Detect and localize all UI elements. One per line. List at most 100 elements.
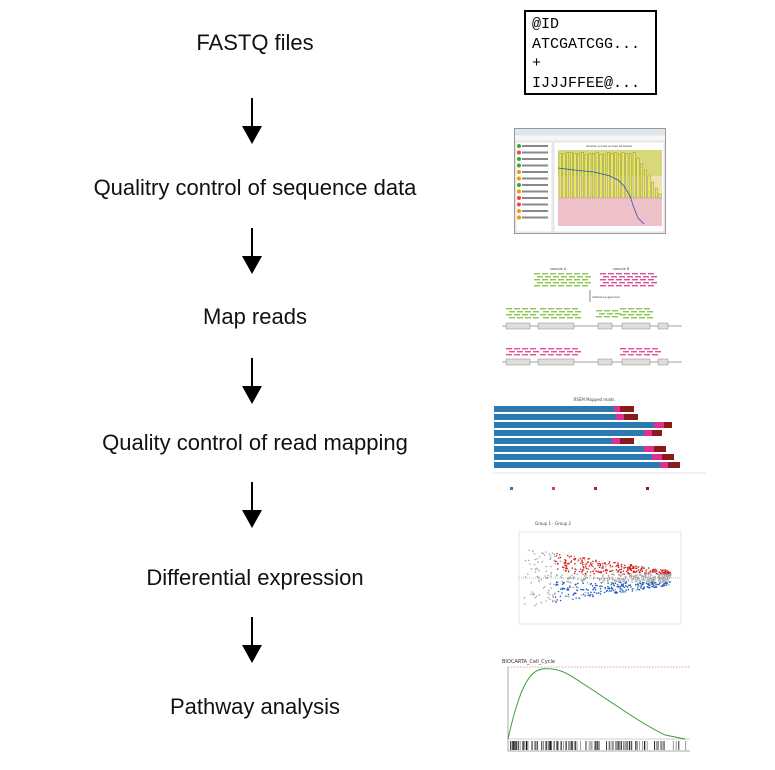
gene-point (642, 578, 645, 580)
gene-point (536, 568, 539, 571)
gene-point (667, 579, 669, 582)
read-segment (628, 354, 634, 356)
read-segment (564, 354, 570, 356)
quality-boxplot (658, 193, 662, 199)
gene-point (636, 583, 638, 585)
gene-point (602, 567, 604, 569)
sidebar-line (522, 177, 548, 180)
gene-point (599, 588, 602, 590)
bar-mapped-unique (494, 446, 644, 452)
gene-point (601, 567, 603, 569)
gene-point (635, 565, 637, 567)
read-segment (561, 282, 567, 284)
gene-point (589, 571, 592, 573)
gene-point (638, 578, 641, 580)
gene-point (590, 563, 593, 566)
gene-point (602, 576, 604, 578)
gene-point (668, 577, 670, 580)
bar-unmapped (652, 430, 662, 436)
gene-point (633, 570, 636, 573)
status-icon (517, 202, 521, 207)
gene-point (637, 569, 640, 571)
read-segment (522, 308, 528, 310)
read-segment (551, 311, 557, 313)
gene-point (613, 578, 616, 581)
gene-point (635, 574, 637, 577)
gene-point (661, 585, 664, 587)
gene-point (573, 559, 576, 561)
step-label-sequence-qc: Qualitry control of sequence data (93, 175, 417, 200)
gene-point (544, 586, 546, 588)
bar-mapped-unique (494, 462, 660, 468)
read-segment (616, 279, 622, 281)
gene-point (669, 576, 671, 578)
quality-boxplot (599, 154, 603, 199)
gene-point (622, 585, 625, 588)
gene-point (573, 572, 576, 575)
gene-point (639, 569, 642, 572)
gene-point (622, 570, 625, 573)
gene-point (540, 601, 543, 604)
gene-point (582, 569, 585, 572)
read-segment (564, 314, 570, 316)
read-segment (509, 317, 515, 319)
bar-mapped-unique (494, 414, 616, 420)
gene-block (597, 358, 613, 366)
status-icon (517, 215, 521, 220)
gene-point (623, 567, 625, 569)
read-segment (533, 311, 539, 313)
read-segment (624, 273, 630, 275)
gene-point (610, 590, 613, 592)
gene-point (586, 581, 589, 584)
quality-boxplot (621, 152, 625, 199)
read-segment (533, 351, 539, 353)
gene-point (650, 581, 653, 584)
gene-point (588, 565, 591, 567)
gene-point (574, 570, 576, 573)
read-segment (551, 351, 557, 353)
read-segment (600, 285, 606, 287)
quality-boxplot (636, 157, 640, 199)
gene-point (615, 591, 617, 593)
gsea-title: BIOCARTA_Cell_Cycle (502, 659, 555, 665)
gene-point (631, 579, 633, 581)
read-segment (628, 314, 634, 316)
gene-point (523, 596, 526, 599)
gene-point (577, 578, 579, 580)
gene-point (648, 584, 650, 587)
gene-point (532, 594, 535, 596)
quality-boxplot (584, 154, 588, 199)
read-segment (540, 314, 546, 316)
gene-point (638, 580, 641, 582)
gene-point (603, 580, 605, 582)
read-mapping-diagram-thumbnail: sample A sample B reference genome (498, 262, 688, 374)
gene-point (573, 555, 576, 558)
gene-point (591, 585, 594, 587)
gene-point (559, 595, 562, 598)
read-segment (567, 351, 573, 353)
quality-boxplot (569, 152, 573, 199)
gene-point (645, 570, 647, 573)
fastq-line-sequence: ATCGATCGG... (532, 35, 641, 53)
status-icon (517, 150, 521, 155)
gene-point (602, 562, 604, 565)
gene-point (665, 571, 667, 574)
gene-point (548, 593, 551, 596)
gene-point (651, 578, 654, 581)
read-segment (644, 308, 650, 310)
status-icon (517, 157, 521, 161)
gene-point (524, 603, 526, 605)
down-arrow-icon (242, 228, 262, 274)
gene-point (631, 588, 634, 590)
read-segment (543, 317, 549, 319)
gene-point (556, 562, 559, 565)
gene-point (582, 561, 584, 564)
read-segment (569, 276, 575, 278)
gene-point (538, 556, 541, 558)
gene-point (613, 573, 615, 576)
gene-point (567, 563, 569, 565)
gene-point (559, 560, 562, 563)
gene-point (597, 570, 599, 573)
gene-point (584, 591, 587, 594)
gene-point (607, 580, 609, 583)
